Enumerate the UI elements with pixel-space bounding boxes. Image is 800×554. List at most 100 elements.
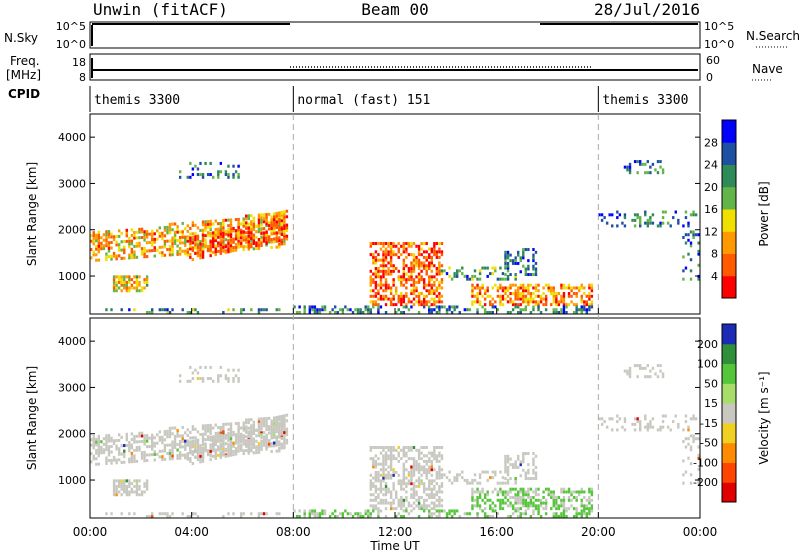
power-cell xyxy=(105,252,108,256)
power-cell xyxy=(405,247,408,251)
power-cell xyxy=(430,297,433,301)
velocity-cell xyxy=(456,509,459,513)
velocity-cell xyxy=(422,487,426,491)
velocity-cell xyxy=(260,431,263,435)
power-cell xyxy=(135,278,139,282)
velocity-cell xyxy=(590,493,594,497)
velocity-cell xyxy=(158,449,162,453)
velocity-cell xyxy=(435,509,439,513)
velocity-cell xyxy=(438,471,441,475)
power-cell xyxy=(237,245,240,249)
power-cell xyxy=(372,280,375,284)
velocity-cell xyxy=(265,442,268,446)
velocity-cell xyxy=(517,465,520,469)
power-cell xyxy=(405,292,408,296)
velocity-cell xyxy=(428,468,431,472)
power-cell xyxy=(120,275,123,279)
power-cell xyxy=(555,308,558,312)
velocity-cell xyxy=(186,457,189,461)
power-cell xyxy=(509,311,512,314)
velocity-cell xyxy=(217,434,220,438)
velocity-cell xyxy=(278,446,281,450)
velocity-cell xyxy=(392,454,395,458)
velocity-cell xyxy=(491,501,494,505)
power-cell xyxy=(163,242,167,246)
velocity-cell xyxy=(102,442,106,446)
velocity-cell xyxy=(199,452,202,456)
velocity-cell xyxy=(562,515,566,518)
power-cell xyxy=(425,264,428,268)
power-cell xyxy=(684,241,688,245)
power-cell xyxy=(153,240,156,244)
power-cell xyxy=(303,311,306,314)
velocity-cell xyxy=(133,437,136,441)
power-cell xyxy=(123,283,126,287)
velocity-cell xyxy=(196,449,200,453)
velocity-cell xyxy=(555,512,558,516)
power-cell xyxy=(212,250,215,254)
power-cell xyxy=(433,289,436,293)
velocity-cell xyxy=(384,476,388,480)
power-cell xyxy=(412,267,416,271)
velocity-cell xyxy=(555,515,558,518)
power-cell xyxy=(562,308,566,312)
power-cell xyxy=(140,252,144,256)
power-cell xyxy=(415,275,418,279)
power-cell xyxy=(191,223,195,227)
velocity-cell xyxy=(550,496,553,500)
velocity-cell xyxy=(428,479,431,483)
velocity-cell xyxy=(417,476,421,480)
power-cell xyxy=(115,254,118,258)
power-cell xyxy=(532,273,535,277)
power-cell xyxy=(402,242,406,246)
velocity-cell xyxy=(125,487,128,491)
velocity-cell xyxy=(433,457,436,461)
power-cell xyxy=(123,275,126,279)
power-cell xyxy=(463,308,467,312)
freq-panel: Freq. [MHz] 18 8 60 0 Nave xyxy=(6,53,783,84)
power-cell xyxy=(161,245,164,249)
power-cell xyxy=(557,303,561,307)
velocity-cell xyxy=(107,459,111,463)
power-cell xyxy=(445,272,449,276)
power-cell xyxy=(410,283,413,287)
power-cell xyxy=(417,258,421,262)
power-cell xyxy=(397,247,400,251)
power-cell xyxy=(250,245,253,249)
velocity-cell xyxy=(196,452,200,456)
velocity-cell xyxy=(567,487,571,491)
power-cell xyxy=(430,286,433,290)
velocity-cell xyxy=(501,498,505,502)
power-cell xyxy=(153,237,156,241)
velocity-cell xyxy=(682,428,685,432)
power-cell xyxy=(227,164,230,168)
power-cell xyxy=(524,270,528,274)
power-cell xyxy=(125,289,128,293)
power-cell xyxy=(262,308,266,312)
power-cell xyxy=(486,311,489,314)
power-cell xyxy=(448,308,451,312)
velocity-cell xyxy=(171,451,174,455)
power-cell xyxy=(524,289,528,293)
power-cell xyxy=(560,294,563,298)
velocity-cell xyxy=(633,417,637,421)
power-cell xyxy=(405,264,408,268)
power-cell xyxy=(95,253,98,257)
power-cell xyxy=(420,303,423,307)
power-cell xyxy=(631,218,634,222)
power-cell xyxy=(552,300,555,304)
power-cell xyxy=(166,225,169,229)
velocity-cell xyxy=(166,435,169,439)
velocity-cell xyxy=(105,462,108,466)
velocity-cell xyxy=(438,501,441,505)
power-cell xyxy=(222,224,225,228)
velocity-cell xyxy=(552,496,555,500)
power-cell xyxy=(555,311,558,314)
power-cell xyxy=(234,237,238,241)
power-cell xyxy=(239,308,243,312)
power-cell xyxy=(245,231,248,235)
velocity-cell xyxy=(257,428,261,432)
freq-trace xyxy=(91,58,698,78)
power-cell xyxy=(491,266,494,270)
velocity-cell xyxy=(267,431,271,435)
